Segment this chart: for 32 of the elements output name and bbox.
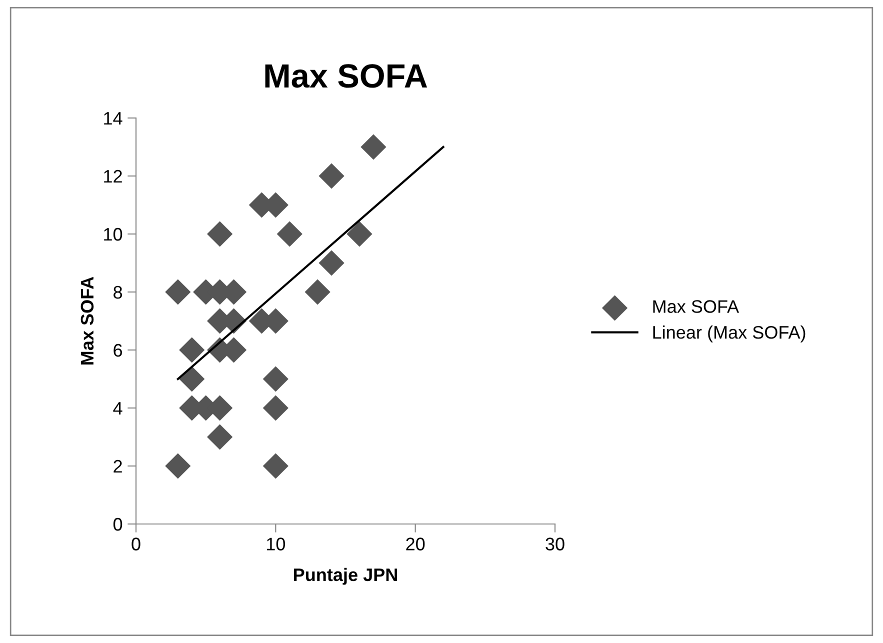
y-tick-label: 10 [104,228,122,241]
y-tick-label: 12 [104,170,122,183]
point [206,424,233,450]
point [346,221,372,247]
point [165,279,191,305]
y-axis-title: Max SOFA [80,276,94,364]
point [276,221,302,247]
y-tick-label: 0 [113,518,122,531]
point [318,250,344,276]
y-tick-label: 14 [104,112,122,125]
legend-label: Max SOFA [653,300,740,313]
point [179,337,205,363]
x-tick-label: 10 [267,538,286,550]
legend-label: Linear (Max SOFA) [653,326,806,342]
x-tick-label: 0 [132,538,140,550]
point [262,395,288,421]
point [206,221,233,247]
point [360,134,386,160]
point [318,163,344,189]
x-tick-label: 30 [546,538,564,550]
point [262,453,288,479]
chart-title: Max SOFA [265,64,428,88]
x-axis-title: Puntaje JPN [294,568,397,585]
y-tick-label: 4 [113,402,122,415]
x-tick-label: 20 [406,538,425,550]
point [262,366,288,392]
y-tick-label: 8 [114,286,122,299]
point [165,453,191,479]
point [304,279,330,305]
y-tick-label: 2 [114,460,122,473]
point [179,366,205,392]
y-tick-label: 6 [114,344,122,357]
